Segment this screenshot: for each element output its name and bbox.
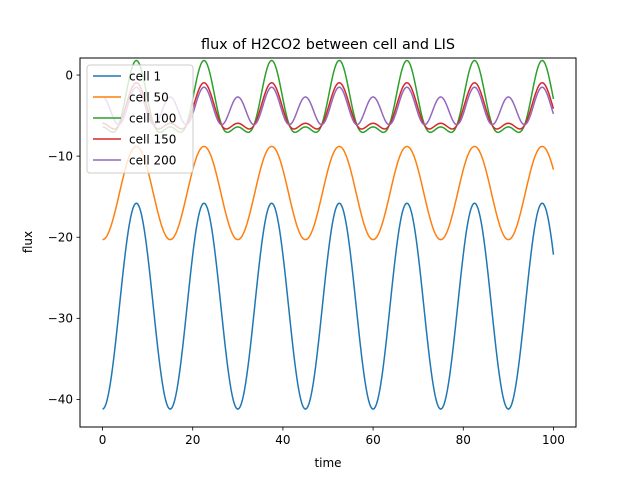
- y-tick-label: −20: [48, 231, 73, 245]
- x-tick-label: 0: [99, 433, 107, 447]
- y-tick-label: −40: [48, 393, 73, 407]
- legend-box: [86, 64, 194, 174]
- x-tick-label: 40: [275, 433, 290, 447]
- y-tick-label: −10: [48, 149, 73, 163]
- series-line-2: [102, 145, 555, 241]
- legend-label-3: cell 100: [129, 111, 176, 125]
- chart-title: flux of H2CO2 between cell and LIS: [201, 37, 455, 53]
- x-tick-label: 80: [456, 433, 471, 447]
- x-tick-label: 60: [365, 433, 380, 447]
- legend: cell 1 cell 50 cell 100 cell 150 cell 200: [86, 64, 194, 174]
- legend-label-1: cell 1: [129, 69, 161, 83]
- legend-label-2: cell 50: [129, 90, 169, 104]
- x-axis-ticks: 0 20 40 60 80 100: [99, 427, 565, 447]
- axes-frame: [79, 57, 577, 428]
- y-axis-label: flux: [21, 231, 35, 253]
- series-line-1: [102, 202, 555, 411]
- x-tick-label: 20: [185, 433, 200, 447]
- x-axis-label: time: [314, 456, 341, 470]
- y-tick-label: 0: [65, 68, 73, 82]
- x-tick-label: 100: [542, 433, 565, 447]
- y-tick-label: −30: [48, 312, 73, 326]
- legend-label-5: cell 200: [129, 153, 176, 167]
- y-axis-ticks: 0 −10 −20 −30 −40: [48, 68, 80, 407]
- legend-label-4: cell 150: [129, 132, 176, 146]
